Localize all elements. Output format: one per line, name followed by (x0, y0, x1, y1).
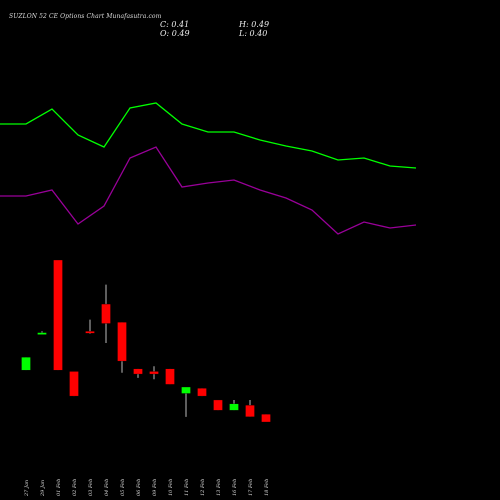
candle-body (37, 332, 47, 335)
x-tick-label: 17 Feb (248, 479, 254, 496)
x-tick-label: 09 Feb (152, 479, 158, 496)
candle-body (69, 371, 79, 397)
x-tick-label: 05 Feb (120, 479, 126, 496)
candle-body (133, 368, 143, 375)
x-tick-label: 03 Feb (88, 479, 94, 496)
candle-body (213, 399, 223, 411)
x-tick-label: 29 Jan (40, 480, 46, 497)
x-tick-label: 27 Jan (24, 480, 30, 497)
lower-band-line (0, 146, 417, 235)
close-value: C: 0.41 (160, 20, 190, 29)
x-tick-label: 10 Feb (168, 479, 174, 496)
candle-body (165, 368, 175, 385)
x-tick-label: 06 Feb (136, 479, 142, 496)
low-value: L: 0.40 (239, 29, 268, 38)
candle-body (101, 303, 111, 324)
upper-band-line (0, 102, 417, 169)
x-tick-label: 02 Feb (72, 479, 78, 496)
x-tick-label: 01 Feb (56, 479, 62, 496)
x-tick-label: 18 Feb (264, 479, 270, 496)
candle-body (85, 331, 95, 334)
open-value: O: 0.49 (160, 29, 190, 38)
chart-title: SUZLON 52 CE Options Chart Munafasutra.c… (9, 13, 162, 20)
high-value: H: 0.49 (239, 20, 270, 29)
candle-body (181, 386, 191, 394)
candle-body (245, 405, 255, 417)
candle-body (149, 371, 159, 375)
candle-body (117, 322, 127, 362)
x-tick-label: 16 Feb (232, 479, 238, 496)
x-tick-label: 12 Feb (200, 479, 206, 496)
candle-body (53, 259, 63, 371)
candle-body (197, 388, 207, 397)
candle-body (21, 357, 31, 371)
x-tick-label: 04 Feb (104, 479, 110, 496)
x-tick-label: 11 Feb (184, 479, 190, 496)
candle-body (229, 403, 239, 411)
x-tick-label: 13 Feb (216, 479, 222, 496)
candle-body (261, 414, 271, 423)
